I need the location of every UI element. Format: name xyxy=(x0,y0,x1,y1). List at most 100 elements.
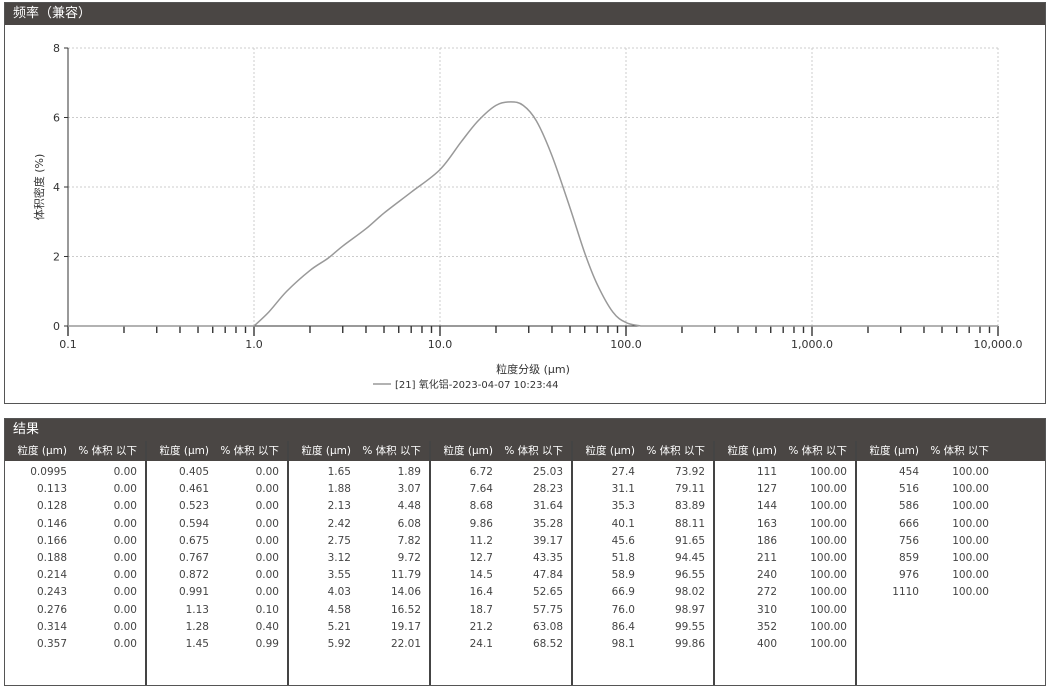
table-row: 11.2 39.17 xyxy=(431,533,571,550)
column-header: 粒度 (μm) % 体积 以下 xyxy=(573,441,713,461)
size-value: 66.9 xyxy=(611,586,635,599)
size-value: 0.594 xyxy=(178,517,209,530)
volume-value: 11.79 xyxy=(390,569,421,582)
volume-value: 0.00 xyxy=(113,637,137,650)
x-tick-label: 1.0 xyxy=(245,338,263,351)
size-value: 0.128 xyxy=(36,500,67,513)
volume-value: 0.00 xyxy=(113,603,137,616)
table-row: 16.4 52.65 xyxy=(431,584,571,601)
volume-value: 0.00 xyxy=(113,534,137,547)
volume-value: 100.00 xyxy=(952,569,989,582)
size-value: 240 xyxy=(756,569,777,582)
volume-value: 4.48 xyxy=(397,500,421,513)
volume-value: 19.17 xyxy=(390,620,421,633)
table-row: 0.128 0.00 xyxy=(5,498,145,515)
size-header: 粒度 (μm) xyxy=(159,445,209,457)
size-value: 0.113 xyxy=(36,483,67,496)
volume-value: 0.40 xyxy=(255,620,279,633)
volume-value: 0.00 xyxy=(255,569,279,582)
y-tick-label: 6 xyxy=(53,112,60,125)
volume-value: 100.00 xyxy=(952,551,989,564)
volume-header: % 体积 以下 xyxy=(78,445,137,457)
y-tick-label: 2 xyxy=(53,251,60,264)
volume-value: 0.00 xyxy=(255,466,279,478)
table-row: 666 100.00 xyxy=(857,516,1045,533)
table-row: 86.4 99.55 xyxy=(573,619,713,636)
table-row: 163 100.00 xyxy=(715,516,855,533)
table-row: 0.188 0.00 xyxy=(5,550,145,567)
volume-value: 100.00 xyxy=(810,620,847,633)
size-value: 0.166 xyxy=(36,534,67,547)
size-value: 127 xyxy=(756,483,777,496)
size-value: 0.214 xyxy=(36,569,67,582)
volume-header: % 体积 以下 xyxy=(220,445,279,457)
size-value: 400 xyxy=(756,637,777,650)
volume-value: 100.00 xyxy=(810,569,847,582)
series-line xyxy=(68,101,998,327)
size-value: 58.9 xyxy=(611,569,635,582)
table-row: 1.88 3.07 xyxy=(289,481,429,498)
size-value: 11.2 xyxy=(469,534,493,547)
column-header: 粒度 (μm) % 体积 以下 xyxy=(147,441,287,461)
size-value: 8.68 xyxy=(469,500,493,513)
volume-value: 57.75 xyxy=(532,603,563,616)
size-value: 31.1 xyxy=(611,483,635,496)
size-value: 0.767 xyxy=(178,551,209,564)
volume-value: 0.00 xyxy=(113,517,137,530)
table-row: 4.03 14.06 xyxy=(289,584,429,601)
volume-value: 100.00 xyxy=(810,517,847,530)
table-row: 3.12 9.72 xyxy=(289,550,429,567)
table-row: 127 100.00 xyxy=(715,481,855,498)
table-row: 454 100.00 xyxy=(857,464,1045,481)
size-value: 35.3 xyxy=(611,500,635,513)
table-row: 0.872 0.00 xyxy=(147,567,287,584)
size-value: 18.7 xyxy=(469,603,493,616)
table-row: 1.28 0.40 xyxy=(147,619,287,636)
volume-value: 0.00 xyxy=(255,551,279,564)
size-value: 272 xyxy=(756,586,777,599)
volume-value: 83.89 xyxy=(674,500,705,513)
x-tick-label: 10.0 xyxy=(428,338,453,351)
results-title: 结果 xyxy=(5,419,1045,441)
volume-value: 0.00 xyxy=(255,500,279,513)
volume-value: 68.52 xyxy=(532,637,563,650)
size-value: 454 xyxy=(898,466,919,478)
volume-value: 100.00 xyxy=(952,466,989,478)
table-row: 5.92 22.01 xyxy=(289,636,429,653)
table-row: 9.86 35.28 xyxy=(431,516,571,533)
table-row: 756 100.00 xyxy=(857,533,1045,550)
volume-value: 0.00 xyxy=(113,569,137,582)
table-row: 0.405 0.00 xyxy=(147,464,287,481)
volume-header: % 体积 以下 xyxy=(788,445,847,457)
table-row: 76.0 98.97 xyxy=(573,602,713,619)
table-row: 58.9 96.55 xyxy=(573,567,713,584)
volume-value: 100.00 xyxy=(952,517,989,530)
volume-value: 79.11 xyxy=(674,483,705,496)
results-column: 粒度 (μm) % 体积 以下 6.72 25.03 7.64 28.23 8.68 31.6… xyxy=(431,441,573,685)
column-header: 粒度 (μm) % 体积 以下 xyxy=(5,441,145,461)
size-value: 6.72 xyxy=(469,466,493,478)
volume-value: 0.00 xyxy=(113,466,137,478)
volume-value: 91.65 xyxy=(674,534,705,547)
table-row: 0.314 0.00 xyxy=(5,619,145,636)
size-value: 7.64 xyxy=(469,483,493,496)
table-row: 18.7 57.75 xyxy=(431,602,571,619)
size-value: 666 xyxy=(898,517,919,530)
table-row: 352 100.00 xyxy=(715,619,855,636)
size-value: 45.6 xyxy=(611,534,635,547)
volume-value: 63.08 xyxy=(532,620,563,633)
size-value: 0.314 xyxy=(36,620,67,633)
table-row: 240 100.00 xyxy=(715,567,855,584)
results-column: 粒度 (μm) % 体积 以下 27.4 73.92 31.1 79.11 35.3 83.8… xyxy=(573,441,715,685)
size-header: 粒度 (μm) xyxy=(17,445,67,457)
volume-value: 99.55 xyxy=(674,620,705,633)
table-row: 310 100.00 xyxy=(715,602,855,619)
size-value: 3.12 xyxy=(327,551,351,564)
table-row: 0.594 0.00 xyxy=(147,516,287,533)
table-row: 1.65 1.89 xyxy=(289,464,429,481)
volume-value: 0.00 xyxy=(255,483,279,496)
volume-value: 98.97 xyxy=(674,603,705,616)
table-row: 66.9 98.02 xyxy=(573,584,713,601)
size-value: 1110 xyxy=(892,586,919,599)
chart-panel: 频率（兼容） 0 2 4 6 8 0.1 1.0 10.0 100.0 1,000.0 10,000… xyxy=(4,2,1046,404)
